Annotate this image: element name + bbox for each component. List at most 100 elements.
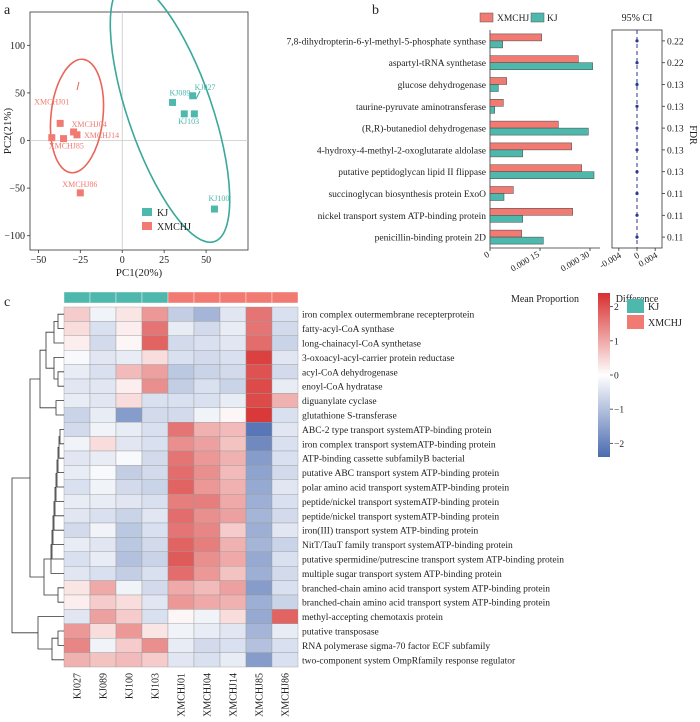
- legend-xmchj-label: XMCHJ: [497, 14, 530, 24]
- feature-label: taurine-pyruvate aminotransferase: [356, 102, 486, 113]
- heatmap-cell: [89, 407, 117, 423]
- heatmap-cell: [167, 321, 195, 336]
- pca-y-tick-label: 50: [15, 88, 25, 99]
- heatmap-column-label: XMCHJ01: [177, 673, 188, 717]
- heatmap-cell: [63, 652, 91, 668]
- heatmap-cell: [141, 479, 169, 495]
- bar-xmchj: [489, 55, 579, 63]
- heatmap-column-label: XMCHJ86: [281, 673, 292, 717]
- heatmap-cell: [245, 450, 273, 466]
- proportion-bars: [489, 33, 595, 245]
- heatmap-cell: [63, 364, 91, 380]
- colorbar-tick-label: −1: [614, 406, 624, 416]
- heatmap-cell: [271, 393, 299, 408]
- heatmap-cell: [245, 350, 273, 365]
- heatmap-cell: [167, 623, 195, 639]
- bar-xmchj: [489, 99, 504, 107]
- legend-xmchj-label: XMCHJ: [648, 318, 682, 329]
- pca-legend: KJ XMCHJ: [142, 208, 191, 233]
- heatmap-cell: [89, 450, 117, 466]
- heatmap-cell: [89, 350, 117, 365]
- heatmap-cell: [141, 335, 169, 351]
- heatmap-cell: [115, 407, 143, 423]
- kj-ellipse: [109, 0, 231, 244]
- heatmap-column-label: XMCHJ85: [255, 673, 266, 717]
- heatmap-cell: [193, 321, 221, 336]
- bar-kj: [489, 40, 503, 49]
- heatmap-cell: [63, 335, 91, 351]
- heatmap-cell: [271, 465, 299, 480]
- group-bar-cell: [193, 291, 221, 304]
- heatmap-column-labels: KJ027 KJ089 KJ100 KJ103 XMCHJ01 XMCHJ04 XMCHJ1…: [73, 673, 292, 717]
- heatmap-cell: [219, 350, 247, 365]
- heatmap-cell: [271, 350, 299, 365]
- legend-kj-swatch: [627, 299, 644, 313]
- heatmap-cell: [271, 537, 299, 553]
- heatmap-cell: [141, 551, 169, 567]
- heatmap-cell: [167, 522, 195, 538]
- heatmap-cell: [89, 335, 117, 351]
- dendrogram-branch: [57, 371, 64, 387]
- pca-point-label: XMCHJ04: [72, 120, 107, 129]
- feature-label: succinoglycan biosynthesis protein ExoO: [328, 190, 486, 200]
- fdr-value: 0.13: [667, 168, 684, 178]
- difference-point: [635, 191, 639, 196]
- heatmap-cell: [219, 609, 247, 625]
- heatmap-cell: [63, 422, 91, 437]
- fdr-value: 0.13: [667, 81, 684, 91]
- pca-point: [180, 110, 188, 118]
- dendrogram-branch: [57, 313, 64, 329]
- heatmap-cell: [63, 436, 91, 452]
- heatmap-cell: [219, 422, 247, 437]
- heatmap-row-label: branched-chain amino acid transport syst…: [302, 584, 550, 594]
- pca-points: KJ089 KJ027 KJ103 KJ100 XMCHJ01 XMCHJ04 XMCHJ1…: [34, 83, 229, 213]
- mean-proportion-panel: XMCHJ KJ 95% CI 7,8-dihydropterin-6-yl-m…: [287, 12, 698, 305]
- heatmap-cell: [63, 407, 91, 423]
- heatmap-cell: [141, 609, 169, 625]
- heatmap-cell: [193, 494, 221, 509]
- heatmap-cell: [219, 306, 247, 322]
- legend-kj-swatch: [142, 208, 152, 216]
- heatmap-cell: [63, 306, 91, 322]
- dendrogram-branch: [45, 331, 54, 369]
- heatmap-cell: [271, 422, 299, 437]
- heatmap-cell: [219, 465, 247, 480]
- colorbar: [598, 293, 610, 457]
- heatmap-cell: [141, 407, 169, 423]
- heatmap-column-label: KJ089: [99, 673, 110, 699]
- heatmap-cell: [89, 306, 117, 322]
- heatmap-row-label: two-component system OmpRfamily response…: [302, 655, 516, 666]
- difference-x-ticks: -0.004 00.004: [598, 248, 660, 270]
- heatmap-cell: [141, 537, 169, 553]
- legend-kj-label: KJ: [547, 14, 558, 24]
- difference-point: [635, 61, 639, 65]
- heatmap-cell: [167, 609, 195, 625]
- heatmap-column-label: XMCHJ04: [203, 673, 214, 717]
- heatmap-cell: [89, 609, 117, 625]
- heatmap-row-label: long-chainacyl-CoA synthetase: [302, 340, 421, 350]
- bar-kj: [489, 127, 589, 136]
- heatmap-cell: [193, 479, 221, 495]
- heatmap-cell: [167, 508, 195, 524]
- heatmap-cells: [63, 306, 299, 668]
- heatmap-cell: [89, 551, 117, 567]
- heatmap-cell: [245, 465, 273, 480]
- heatmap-cell: [141, 422, 169, 437]
- heatmap-cell: [89, 378, 117, 394]
- heatmap-cell: [141, 638, 169, 653]
- heatmap-row-label: diguanylate cyclase: [302, 397, 377, 407]
- heatmap-cell: [271, 306, 299, 322]
- heatmap-row-labels: iron complex outermembrane recepterprote…: [302, 311, 564, 667]
- heatmap-row-label: putative spermidine/putrescine transport…: [302, 556, 564, 566]
- heatmap-cell: [115, 609, 143, 625]
- pca-y-tick-label: 0: [20, 136, 25, 147]
- fdr-value: 0.11: [667, 190, 684, 200]
- heatmap-row-label: ABC-2 type transport systemATP-binding p…: [302, 426, 492, 436]
- heatmap-row-label: polar amino acid transport systemATP-bin…: [302, 484, 509, 494]
- heatmap-cell: [245, 306, 273, 322]
- heatmap-cell: [115, 335, 143, 351]
- heatmap-row-label: iron(III) transport system ATP-binding p…: [302, 526, 479, 537]
- heatmap-cell: [89, 537, 117, 553]
- heatmap-cell: [245, 638, 273, 653]
- heatmap-cell: [115, 551, 143, 567]
